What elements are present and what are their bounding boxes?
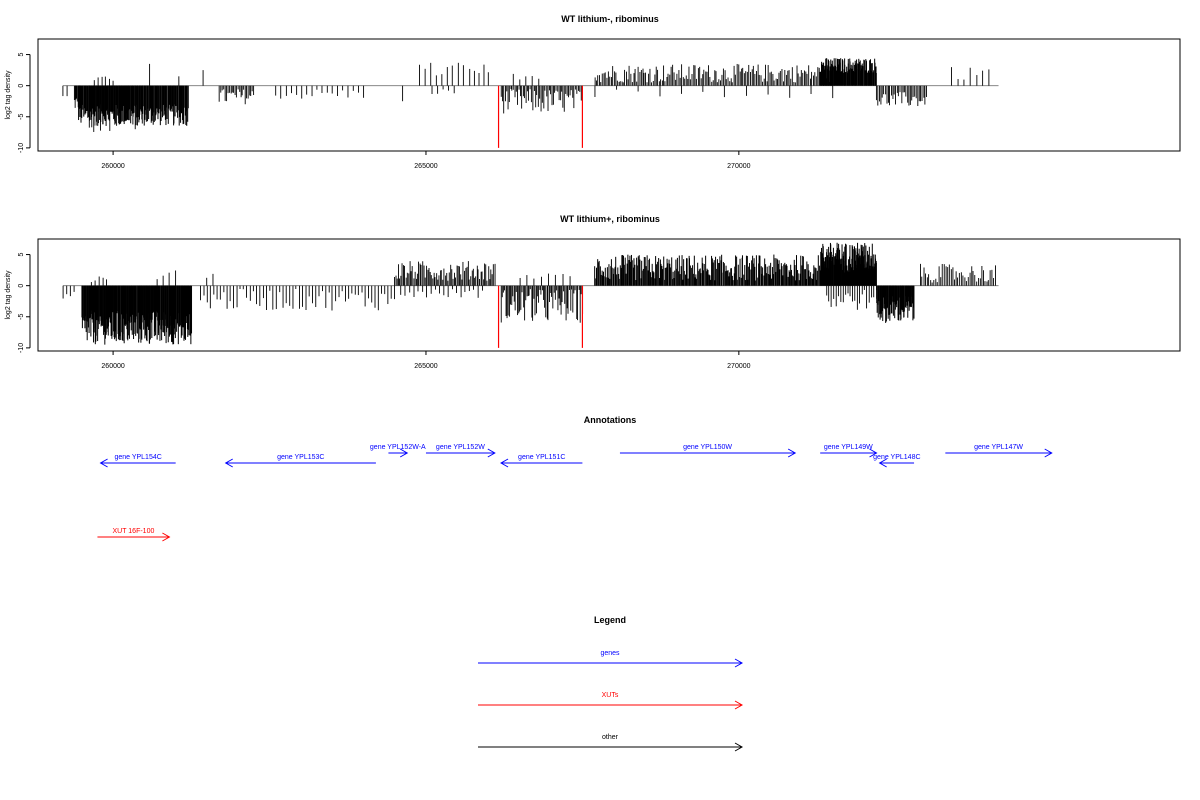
y-tick-label: 0 xyxy=(18,84,25,88)
x-tick-label: 270000 xyxy=(727,363,750,370)
x-tick-label: 265000 xyxy=(414,163,437,170)
y-tick-label: -5 xyxy=(18,114,25,120)
axes: 5 0 -5 -10 260000 265000 270000 xyxy=(18,53,751,170)
feature-label: gene YPL148C xyxy=(873,454,920,461)
legend-arrow-xuts: XUTs xyxy=(478,692,744,710)
xut-arrow: XUT 16F-100 xyxy=(97,528,171,542)
x-tick-label: 270000 xyxy=(727,163,750,170)
y-tick-label: -10 xyxy=(18,143,25,153)
y-tick-label: -10 xyxy=(18,343,25,353)
feature-label: gene YPL147W xyxy=(974,444,1023,451)
track-panel-lithium-minus: WT lithium-, ribominus log2 tag density … xyxy=(5,14,1181,170)
annotations-title: Annotations xyxy=(584,415,637,425)
feature-label: XUT 16F-100 xyxy=(112,528,154,535)
gene-arrow: gene YPL152W xyxy=(425,444,496,458)
feature-label: gene YPL151C xyxy=(518,454,565,461)
legend-title: Legend xyxy=(594,615,626,625)
gene-arrow: gene YPL150W xyxy=(619,444,797,458)
feature-label: gene YPL152W-A xyxy=(370,444,426,451)
y-axis-label: log2 tag density xyxy=(5,70,12,120)
y-tick-label: 5 xyxy=(18,53,25,57)
legend: Legend genes XUTs other xyxy=(478,615,744,752)
feature-label: gene YPL154C xyxy=(114,454,161,461)
track-panel-lithium-plus: WT lithium+, ribominus log2 tag density … xyxy=(5,214,1181,370)
gene-arrow: gene YPL148C xyxy=(873,454,921,468)
gene-arrow: gene YPL153C xyxy=(224,454,376,468)
x-tick-label: 260000 xyxy=(101,363,124,370)
panel-title: WT lithium+, ribominus xyxy=(560,214,660,224)
gene-arrow: gene YPL151C xyxy=(500,454,583,468)
axes: 5 0 -5 -10 260000 265000 270000 xyxy=(18,253,751,370)
x-tick-label: 265000 xyxy=(414,363,437,370)
bar-series xyxy=(62,242,999,348)
legend-label: genes xyxy=(600,650,620,657)
legend-arrow-genes: genes xyxy=(478,650,744,668)
gene-arrow: gene YPL149W xyxy=(820,444,878,458)
legend-label: XUTs xyxy=(602,692,619,699)
annotations-track: Annotations gene YPL154C gene YPL153Cgene… xyxy=(97,415,1053,542)
gene-arrow: gene YPL154C xyxy=(99,454,176,468)
feature-label: gene YPL150W xyxy=(683,444,732,451)
y-tick-label: -5 xyxy=(18,314,25,320)
x-tick-label: 260000 xyxy=(101,163,124,170)
plot-frame xyxy=(37,238,1181,352)
gene-arrow: gene YPL152W-A xyxy=(370,444,426,458)
bar-series xyxy=(62,58,999,148)
gene-arrow: gene YPL147W xyxy=(945,444,1053,458)
y-tick-label: 0 xyxy=(18,284,25,288)
y-axis-label: log2 tag density xyxy=(5,270,12,320)
legend-items: genes XUTs other xyxy=(478,650,744,752)
plot-frame xyxy=(37,38,1181,152)
feature-label: gene YPL149W xyxy=(824,444,873,451)
y-tick-label: 5 xyxy=(18,253,25,257)
legend-arrow-other: other xyxy=(478,734,744,752)
feature-label: gene YPL153C xyxy=(277,454,324,461)
feature-label: gene YPL152W xyxy=(436,444,485,451)
legend-label: other xyxy=(602,734,619,741)
panel-title: WT lithium-, ribominus xyxy=(561,14,659,24)
annotation-features: gene YPL154C gene YPL153C gene YPL152W-A ge… xyxy=(97,444,1053,542)
